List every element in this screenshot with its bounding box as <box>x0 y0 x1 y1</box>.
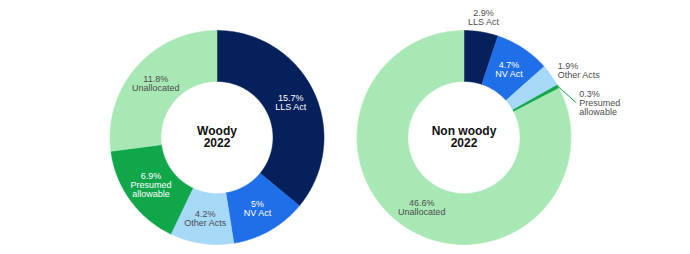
svg-text:6.9%Presumedallowable: 6.9%Presumedallowable <box>130 171 171 199</box>
svg-text:Woody2022: Woody2022 <box>197 124 237 150</box>
svg-text:15.7%LLS Act: 15.7%LLS Act <box>275 93 307 112</box>
svg-text:4.7%NV Act: 4.7%NV Act <box>495 60 523 79</box>
svg-text:46.6%Unallocated: 46.6%Unallocated <box>398 198 446 217</box>
svg-text:5%NV Act: 5%NV Act <box>244 199 272 218</box>
svg-text:4.2%Other Acts: 4.2%Other Acts <box>184 209 227 228</box>
svg-text:0.3%Presumedallowable: 0.3%Presumedallowable <box>579 89 620 117</box>
svg-text:Non woody2022: Non woody2022 <box>432 124 497 150</box>
svg-text:2.9%LLS Act: 2.9%LLS Act <box>468 8 500 27</box>
svg-text:1.9%Other Acts: 1.9%Other Acts <box>558 61 601 80</box>
svg-text:11.8%Unallocated: 11.8%Unallocated <box>132 74 180 93</box>
